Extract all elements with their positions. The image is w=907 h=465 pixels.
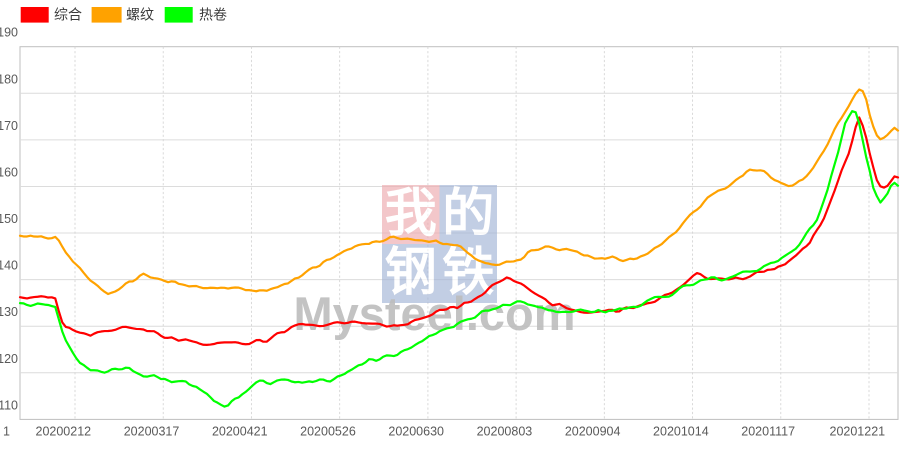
svg-text:170: 170	[0, 119, 18, 133]
svg-text:160: 160	[0, 165, 18, 179]
svg-text:20201014: 20201014	[653, 424, 709, 438]
svg-text:180: 180	[0, 72, 18, 86]
svg-text:1: 1	[3, 424, 10, 438]
svg-text:20200317: 20200317	[124, 424, 180, 438]
svg-text:150: 150	[0, 212, 18, 226]
svg-text:120: 120	[0, 352, 18, 366]
svg-text:140: 140	[0, 259, 18, 273]
svg-text:20200630: 20200630	[388, 424, 444, 438]
svg-text:我: 我	[385, 185, 437, 243]
svg-text:20200904: 20200904	[565, 424, 621, 438]
svg-text:热卷: 热卷	[199, 7, 227, 23]
svg-text:20200212: 20200212	[36, 424, 92, 438]
svg-text:110: 110	[0, 398, 18, 412]
svg-text:螺纹: 螺纹	[126, 7, 154, 23]
svg-text:的: 的	[442, 185, 494, 243]
svg-text:20200526: 20200526	[300, 424, 356, 438]
svg-text:20200421: 20200421	[212, 424, 268, 438]
svg-text:综合: 综合	[54, 7, 82, 23]
svg-text:20201221: 20201221	[830, 424, 886, 438]
svg-text:20201117: 20201117	[741, 424, 795, 438]
svg-text:130: 130	[0, 305, 18, 319]
svg-text:190: 190	[0, 26, 18, 40]
svg-text:20200803: 20200803	[477, 424, 533, 438]
